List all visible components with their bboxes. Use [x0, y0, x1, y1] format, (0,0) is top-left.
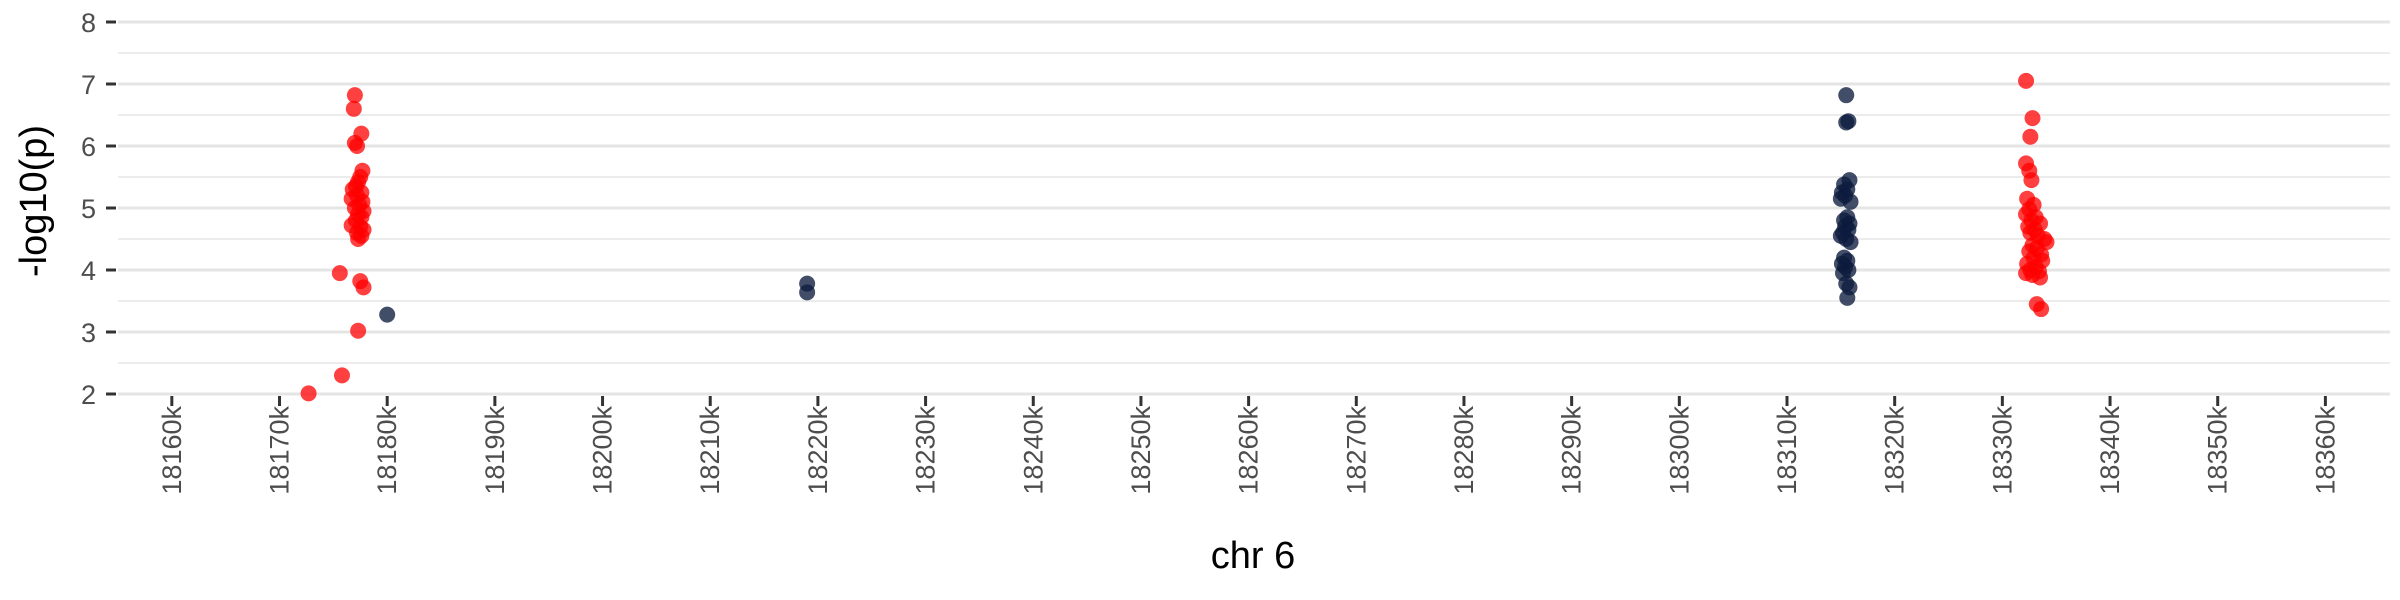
red-data-point: [355, 279, 372, 296]
red-data-point: [345, 100, 362, 117]
y-tick-label: 3: [81, 318, 96, 348]
y-tick-label: 6: [81, 132, 96, 162]
red-data-point: [2033, 301, 2050, 318]
red-data-point: [350, 322, 367, 339]
data-points: [300, 72, 2055, 402]
red-data-point: [331, 265, 348, 282]
y-tick-label: 8: [81, 8, 96, 38]
x-tick-label: 18200k: [588, 406, 618, 495]
red-data-point: [333, 367, 350, 384]
red-data-point: [346, 87, 363, 104]
x-tick-label: 18270k: [1341, 406, 1371, 495]
y-tick-label: 2: [81, 380, 96, 410]
x-tick-label: 18220k: [803, 406, 833, 495]
y-tick-label: 7: [81, 70, 96, 100]
red-data-point: [349, 138, 366, 154]
red-data-point: [2032, 269, 2049, 286]
x-axis: 18160k 18170k 18180k 18190k 18200k 18210k 1822…: [157, 396, 2340, 495]
red-data-point: [350, 231, 367, 247]
x-tick-label: 18210k: [695, 406, 725, 495]
red-data-point: [2024, 110, 2041, 127]
x-axis-title: chr 6: [1211, 535, 1295, 577]
y-axis-title: -log10(p): [13, 125, 55, 277]
red-data-point: [2023, 172, 2040, 189]
gridlines: [118, 20, 2390, 396]
red-data-point: [2022, 128, 2039, 145]
red-data-point: [300, 385, 317, 402]
x-tick-label: 18160k: [157, 406, 187, 495]
navy-data-point: [1839, 289, 1856, 306]
x-tick-label: 18190k: [480, 406, 510, 495]
x-tick-label: 18250k: [1126, 406, 1156, 495]
x-tick-label: 18260k: [1234, 406, 1264, 495]
navy-data-point: [1838, 87, 1855, 104]
x-tick-label: 18320k: [1880, 406, 1910, 495]
x-tick-label: 18290k: [1557, 406, 1587, 495]
x-tick-label: 18240k: [1018, 406, 1048, 495]
x-tick-label: 18360k: [2310, 406, 2340, 495]
navy-data-point: [799, 284, 816, 301]
x-tick-label: 18310k: [1772, 406, 1802, 495]
x-tick-label: 18230k: [911, 406, 941, 495]
y-tick-label: 5: [81, 194, 96, 224]
navy-data-point: [1842, 234, 1859, 251]
x-tick-label: 18330k: [1987, 406, 2017, 495]
navy-data-point: [379, 306, 396, 323]
x-tick-label: 18340k: [2095, 406, 2125, 495]
x-tick-label: 18180k: [372, 406, 402, 495]
navy-data-point: [1842, 193, 1859, 210]
red-data-point: [2018, 72, 2035, 89]
navy-data-point: [1840, 113, 1857, 130]
x-tick-label: 18300k: [1664, 406, 1694, 495]
y-axis: 2 3 4 5 6 7 8: [81, 8, 116, 410]
x-tick-label: 18350k: [2203, 406, 2233, 495]
x-tick-label: 18280k: [1449, 406, 1479, 495]
y-tick-label: 4: [81, 256, 96, 286]
x-tick-label: 18170k: [265, 406, 295, 495]
